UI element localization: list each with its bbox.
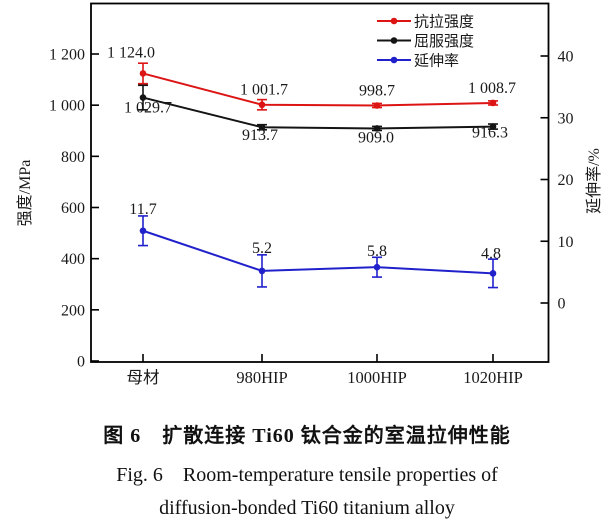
point-value-label-elongation: 4.8 [481,245,501,262]
series-point-tensile-strength [489,99,497,107]
figure-caption-cn: 图 6 扩散连接 Ti60 钛合金的室温拉伸性能 [103,425,511,447]
x-axis-category-label: 1020HIP [463,368,523,387]
series-line-tensile-strength [142,72,494,107]
point-value-label-yield-strength: 909.0 [358,129,394,146]
point-value-label-tensile-strength: 1 001.7 [240,82,288,99]
point-value-label-tensile-strength: 1 008.7 [468,80,516,97]
series-point-elongation [489,270,497,277]
left-axis-tick-label: 600 [61,200,85,217]
figure-caption-en-line2: diffusion-bonded Ti60 titanium alloy [159,497,455,519]
point-value-label-yield-strength: 1 029.7 [124,100,172,117]
right-axis-tick-label: 20 [558,172,574,189]
legend-marker-yield-strength [390,37,398,44]
series-point-tensile-strength [373,102,381,109]
series-point-yield-strength [373,125,381,132]
series-point-yield-strength [139,94,147,101]
series-point-tensile-strength [258,101,266,109]
right-axis-tick-label: 0 [558,296,566,313]
series-point-elongation [139,227,147,235]
legend-label-yield-strength: 屈服强度 [414,33,474,50]
right-axis-tick-label: 40 [558,49,574,66]
series-point-elongation [258,267,266,275]
point-value-label-elongation: 5.2 [252,240,272,257]
left-axis-tick-label: 1 000 [49,98,85,115]
legend-label-tensile-strength: 抗拉强度 [414,14,474,31]
series-line-elongation [142,229,494,275]
right-axis-title: 延伸率/% [585,148,603,214]
tensile-properties-chart: 0 200 400 600 800 1 000 1 200 0 10 20 30 40 母材 980HIP… [16,2,603,387]
series-line-yield-strength [142,96,494,130]
point-value-label-yield-strength: 913.7 [242,127,278,144]
series-point-tensile-strength [139,70,147,77]
legend-label-elongation: 延伸率 [414,53,459,70]
left-axis-title: 强度/MPa [16,160,34,227]
left-axis-tick-label: 200 [61,302,85,319]
figure-caption: 图 6 扩散连接 Ti60 钛合金的室温拉伸性能 Fig. 6 Room-tem… [0,419,614,520]
series-point-yield-strength [258,123,266,131]
point-value-label-tensile-strength: 1 124.0 [107,44,155,61]
legend-marker-tensile-strength [390,17,398,25]
x-axis-category-label: 1000HIP [347,368,407,387]
left-axis-tick-label: 400 [61,251,85,268]
plot-frame [90,2,550,363]
right-axis-tick-label: 10 [558,234,574,251]
left-axis-tick-label: 0 [77,354,85,371]
x-axis-category-label: 980HIP [236,368,287,387]
point-value-label-yield-strength: 916.3 [472,125,508,142]
left-axis-tick-label: 1 200 [49,47,85,64]
point-value-label-elongation: 5.8 [367,243,387,260]
legend-marker-elongation [390,56,398,64]
x-axis-category-label: 母材 [127,368,160,387]
point-value-label-elongation: 11.7 [129,201,156,218]
left-axis-tick-label: 800 [61,149,85,166]
series-point-elongation [373,263,381,271]
series-point-yield-strength [489,123,497,130]
figure-caption-en-line1: Fig. 6 Room-temperature tensile properti… [116,464,498,486]
right-axis-tick-label: 30 [558,110,574,127]
point-value-label-tensile-strength: 998.7 [359,82,395,99]
